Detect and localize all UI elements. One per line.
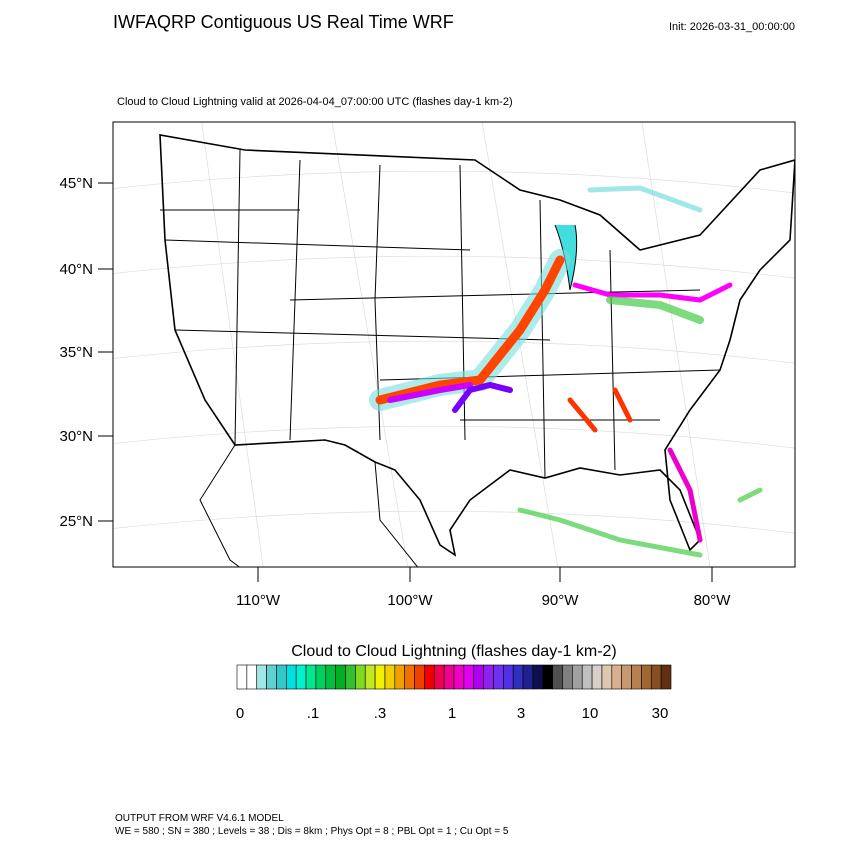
colorbar-label: .3 xyxy=(374,705,387,722)
colorbar-box xyxy=(374,664,386,690)
colorbar-label: 10 xyxy=(582,705,599,722)
colorbar-box xyxy=(473,664,484,690)
colorbar-box xyxy=(286,664,297,690)
colorbar-box xyxy=(305,664,317,690)
colorbar-box xyxy=(463,664,475,690)
lon-label: 90°W xyxy=(542,592,580,609)
colorbar-box xyxy=(315,664,327,690)
colorbar-box xyxy=(611,664,622,690)
colorbar-box xyxy=(266,664,277,690)
lon-label: 80°W xyxy=(694,592,732,609)
lat-label: 40°N xyxy=(59,261,93,278)
colorbar-box xyxy=(335,664,346,690)
colorbar-box xyxy=(384,664,396,690)
colorbar-box xyxy=(601,664,613,690)
lat-labels: 45°N 40°N 35°N 30°N 25°N xyxy=(59,175,93,530)
colorbar-box xyxy=(542,664,553,690)
colorbar-box xyxy=(581,664,593,690)
colorbar-box xyxy=(246,664,258,690)
colorbar-box xyxy=(453,664,465,690)
colorbar-label: .1 xyxy=(307,705,320,722)
colorbar-box xyxy=(256,664,267,690)
colorbar-box xyxy=(483,664,494,690)
colorbar-box xyxy=(532,664,544,690)
colorbar-box xyxy=(325,664,336,690)
title: IWFAQRP Contiguous US Real Time WRF xyxy=(113,12,454,32)
colorbar-box xyxy=(503,664,514,690)
lat-label: 35°N xyxy=(59,344,93,361)
colorbar-box xyxy=(295,664,307,690)
colorbar-box xyxy=(591,664,603,690)
colorbar-label: 1 xyxy=(448,705,456,722)
lat-label: 45°N xyxy=(59,175,93,192)
mexico-coast xyxy=(199,444,419,567)
colorbar-label: 3 xyxy=(517,705,525,722)
lon-labels: 110°W 100°W 90°W 80°W xyxy=(236,592,731,609)
lightning-swaths xyxy=(369,185,763,558)
colorbar-box xyxy=(364,664,376,690)
colorbar-box xyxy=(562,664,573,690)
map-frame xyxy=(112,121,796,568)
colorbar-box xyxy=(414,664,425,690)
us-outline xyxy=(159,134,795,557)
lon-label: 100°W xyxy=(387,592,433,609)
lon-label: 110°W xyxy=(236,592,281,609)
colorbar-box xyxy=(650,664,662,690)
colorbar-box xyxy=(572,664,583,690)
colorbar-box xyxy=(660,664,672,690)
footer-line: OUTPUT FROM WRF V4.6.1 MODEL xyxy=(115,813,284,824)
colorbar-box xyxy=(355,664,366,690)
footer-line: WE = 580 ; SN = 380 ; Levels = 38 ; Dis … xyxy=(115,826,509,837)
colorbar-box xyxy=(394,664,405,690)
colorbar-box xyxy=(512,664,524,690)
colorbar-title: Cloud to Cloud Lightning (flashes day-1 … xyxy=(291,643,617,660)
colorbar-box xyxy=(493,664,504,690)
colorbar-labels: 0 .1 .3 1 3 10 30 xyxy=(236,705,669,722)
colorbar-box xyxy=(641,664,652,690)
colorbar xyxy=(236,664,672,690)
subtitle: Cloud to Cloud Lightning valid at 2026-0… xyxy=(117,96,513,108)
colorbar-box xyxy=(621,664,632,690)
colorbar-box xyxy=(404,664,415,690)
colorbar-box xyxy=(433,664,445,690)
axis-ticks xyxy=(98,182,713,582)
colorbar-box xyxy=(345,664,356,690)
colorbar-box xyxy=(276,664,287,690)
colorbar-box xyxy=(236,664,248,690)
colorbar-box xyxy=(522,664,534,690)
lat-label: 25°N xyxy=(59,513,93,530)
init-time: Init: 2026-03-31_00:00:00 xyxy=(669,21,795,33)
colorbar-box xyxy=(631,664,642,690)
lat-label: 30°N xyxy=(59,428,93,445)
graticule xyxy=(113,122,795,567)
map: 45°N 40°N 35°N 30°N 25°N 110°W 100°W 90°W 80°W xyxy=(59,121,796,609)
colorbar-box xyxy=(552,664,563,690)
colorbar-box xyxy=(424,664,435,690)
colorbar-label: 0 xyxy=(236,705,244,722)
colorbar-label: 30 xyxy=(652,705,669,722)
colorbar-box xyxy=(443,664,455,690)
